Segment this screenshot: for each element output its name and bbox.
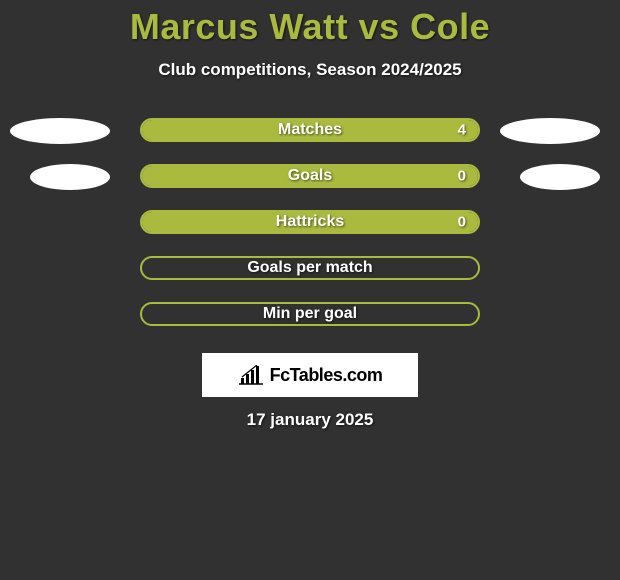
stat-bar: Min per goal — [140, 302, 480, 326]
brand-inner: FcTables.com — [238, 365, 383, 386]
stat-value: 0 — [458, 168, 466, 185]
stat-label: Min per goal — [263, 305, 357, 323]
stat-value: 0 — [458, 214, 466, 231]
player-marker-right — [520, 164, 600, 190]
page-title: Marcus Watt vs Cole — [0, 6, 620, 48]
stat-label: Hattricks — [276, 213, 344, 231]
stat-rows: Matches 4 Goals 0 Hattricks 0 Goals per match M… — [0, 118, 620, 348]
stat-row: Goals 0 — [0, 164, 620, 210]
page-subtitle: Club competitions, Season 2024/2025 — [0, 60, 620, 80]
comparison-card: Marcus Watt vs Cole Club competitions, S… — [0, 0, 620, 580]
stat-bar: Hattricks 0 — [140, 210, 480, 234]
brand-text: FcTables.com — [270, 365, 383, 386]
stat-label: Goals per match — [247, 259, 372, 277]
stat-bar: Goals 0 — [140, 164, 480, 188]
player-marker-left — [10, 118, 110, 144]
player-marker-right — [500, 118, 600, 144]
player-marker-left — [30, 164, 110, 190]
bar-chart-icon — [238, 365, 264, 385]
stat-row: Matches 4 — [0, 118, 620, 164]
stat-row: Goals per match — [0, 256, 620, 302]
stat-row: Min per goal — [0, 302, 620, 348]
stat-value: 4 — [458, 122, 466, 139]
brand-box: FcTables.com — [202, 353, 418, 397]
stat-row: Hattricks 0 — [0, 210, 620, 256]
footer-date: 17 january 2025 — [247, 410, 374, 430]
stat-bar: Goals per match — [140, 256, 480, 280]
stat-label: Matches — [278, 121, 342, 139]
stat-label: Goals — [288, 167, 332, 185]
stat-bar: Matches 4 — [140, 118, 480, 142]
